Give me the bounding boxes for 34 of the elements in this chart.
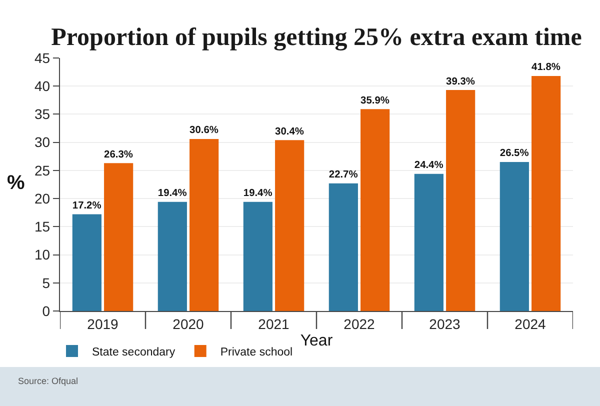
data-label: 41.8% xyxy=(532,62,560,74)
x-axis-title: Year xyxy=(300,332,334,350)
data-label: 26.5% xyxy=(500,148,529,160)
y-tick-label: 0 xyxy=(42,302,50,319)
data-label: 17.2% xyxy=(72,200,102,212)
x-tick-label: 2020 xyxy=(172,316,204,332)
data-label: 19.4% xyxy=(243,188,272,200)
y-tick-label: 10 xyxy=(34,246,50,263)
x-tick-label: 2019 xyxy=(87,316,119,332)
data-label: 22.7% xyxy=(328,170,358,181)
data-label: 24.4% xyxy=(414,160,444,172)
data-label: 19.4% xyxy=(158,188,187,200)
y-tick-label: 35 xyxy=(34,106,50,122)
legend-label: State secondary xyxy=(92,346,176,358)
x-tick-label: 2021 xyxy=(258,316,290,332)
chart-title: Proportion of pupils getting 25% extra exam time xyxy=(51,24,582,51)
y-tick-label: 30 xyxy=(34,134,50,150)
legend-label: Private school xyxy=(220,346,293,358)
data-label: 26.3% xyxy=(104,149,133,160)
x-tick-label: 2024 xyxy=(514,316,546,332)
data-label: 30.6% xyxy=(190,125,218,136)
y-tick-label: 20 xyxy=(34,190,50,206)
data-label: 35.9% xyxy=(360,95,390,106)
y-tick-label: 5 xyxy=(42,274,50,291)
y-tick-label: 40 xyxy=(34,78,50,94)
source-note: Source: Ofqual xyxy=(18,376,78,386)
x-tick-label: 2022 xyxy=(344,316,376,332)
y-tick-label: 45 xyxy=(34,50,50,66)
data-label: 39.3% xyxy=(446,76,475,88)
y-tick-label: 25 xyxy=(34,162,50,178)
y-tick-label: 15 xyxy=(34,218,50,235)
x-tick-label: 2023 xyxy=(429,316,461,332)
y-axis-title: % xyxy=(7,172,25,194)
data-label: 30.4% xyxy=(275,126,304,138)
